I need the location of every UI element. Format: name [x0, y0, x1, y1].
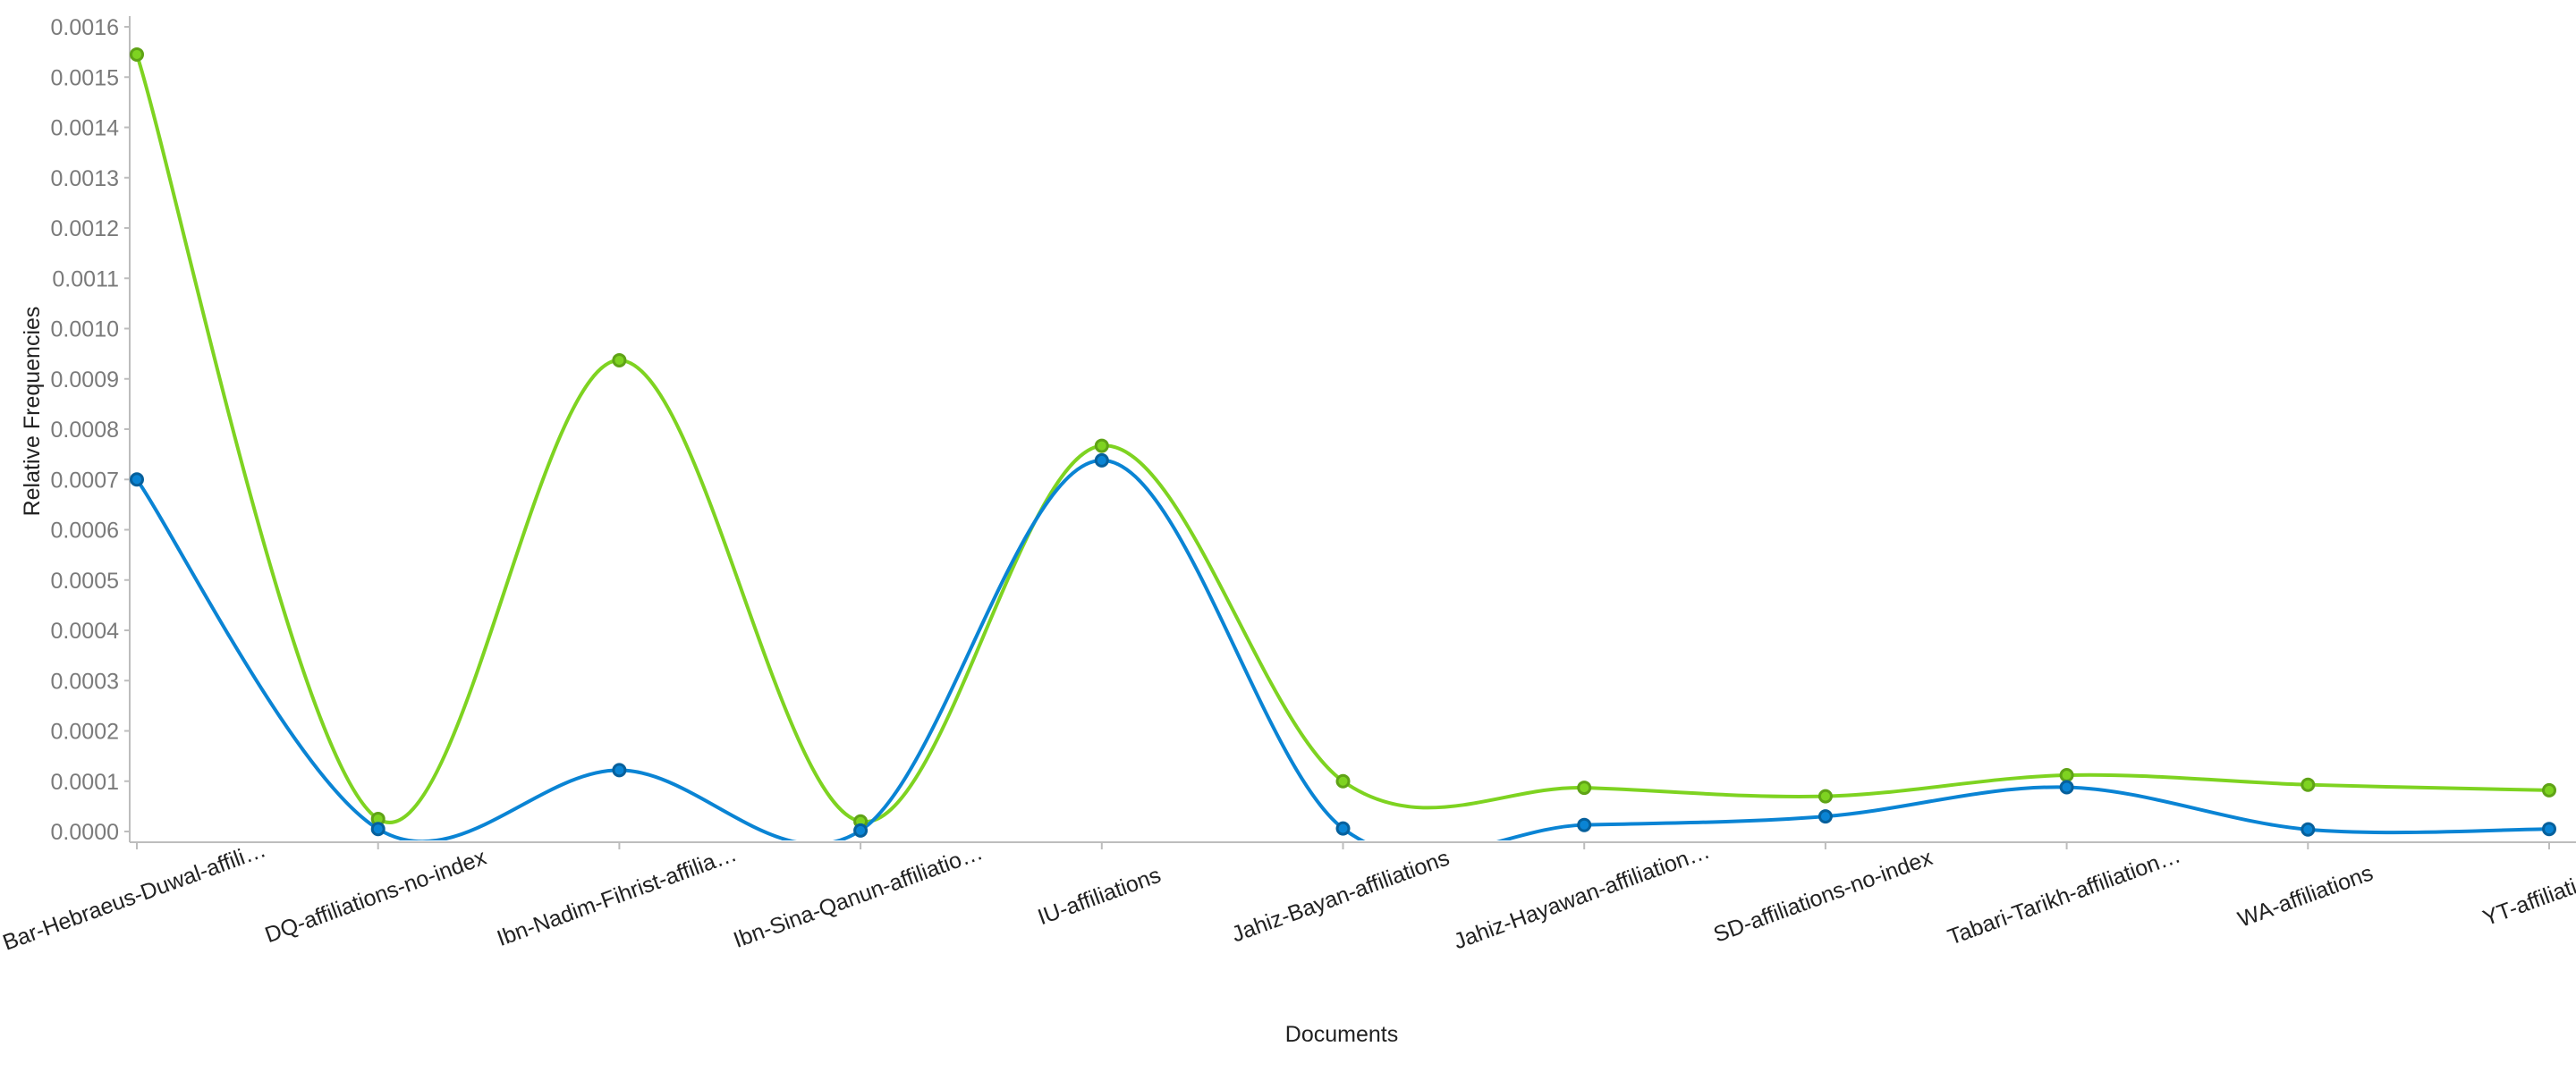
x-tick-label: IU-affiliations: [1035, 863, 1165, 931]
series-line-1: [135, 54, 2550, 824]
points-layer: [130, 46, 2556, 838]
data-point-series-1[interactable]: [2542, 782, 2556, 798]
data-point-series-0[interactable]: [2542, 822, 2556, 837]
x-tick-label: Tabari-Tarikh-affiliation…: [1945, 842, 2184, 950]
y-tick-label: 0.0001: [51, 770, 119, 795]
data-point-series-1[interactable]: [1335, 773, 1351, 789]
y-tick-label: 0.0006: [51, 519, 119, 544]
y-axis-title: Relative Frequencies: [20, 307, 45, 517]
x-tick-label: Ibn-Sina-Qanun-affiliatio…: [730, 840, 986, 953]
data-point-series-0[interactable]: [1818, 809, 1833, 824]
y-tick-label: 0.0002: [51, 720, 119, 745]
data-point-series-1[interactable]: [1094, 438, 1109, 453]
y-tick-label: 0.0015: [51, 65, 119, 90]
data-point-series-0[interactable]: [130, 472, 144, 487]
x-axis: Bar-Hebraeus-Duwal-affili…DQ-affiliation…: [0, 837, 2576, 956]
data-point-series-1[interactable]: [2301, 777, 2316, 792]
y-axis: 0.0000 0.0001 0.0002 0.0003 0.0004 0.0005 0.00…: [51, 15, 131, 845]
data-point-series-1[interactable]: [1818, 789, 1833, 804]
y-tick-label: 0.0003: [51, 669, 119, 694]
y-tick-label: 0.0014: [51, 116, 120, 141]
data-point-series-0[interactable]: [1094, 452, 1109, 468]
x-tick-label: Ibn-Nadim-Fihrist-affilia…: [494, 841, 740, 951]
x-tick-label: Jahiz-Hayawan-affiliation…: [1451, 839, 1714, 955]
y-tick-label: 0.0011: [52, 266, 119, 291]
series-layer: [135, 54, 2550, 840]
x-tick-label: Jahiz-Bayan-affiliations: [1228, 845, 1453, 947]
x-tick-label: Bar-Hebraeus-Duwal-affili…: [0, 837, 269, 956]
y-tick-label: 0.0012: [51, 216, 119, 241]
x-tick-label: WA-affiliations: [2234, 860, 2376, 932]
x-tick-label: SD-affiliations-no-index: [1710, 845, 1936, 948]
data-point-series-1[interactable]: [1577, 781, 1592, 796]
y-tick-label: 0.0009: [51, 367, 119, 393]
data-point-series-1[interactable]: [612, 352, 627, 367]
y-tick-label: 0.0005: [51, 569, 119, 594]
series-line-0: [135, 458, 2550, 840]
data-point-series-1[interactable]: [130, 46, 144, 62]
y-tick-label: 0.0013: [51, 166, 119, 191]
data-point-series-0[interactable]: [853, 823, 869, 838]
data-point-series-0[interactable]: [1335, 821, 1351, 836]
data-point-series-0[interactable]: [370, 822, 386, 837]
y-tick-label: 0.0004: [51, 619, 120, 644]
x-tick-label: YT-affiliations: [2479, 862, 2576, 931]
data-point-series-0[interactable]: [2059, 780, 2074, 795]
y-tick-label: 0.0008: [51, 418, 119, 443]
y-tick-label: 0.0000: [51, 820, 119, 845]
data-point-series-0[interactable]: [2301, 822, 2316, 837]
y-tick-label: 0.0016: [51, 15, 119, 40]
x-tick-label: DQ-affiliations-no-index: [262, 845, 490, 949]
data-point-series-1[interactable]: [2059, 768, 2074, 782]
y-tick-label: 0.0007: [51, 468, 119, 493]
y-tick-label: 0.0010: [51, 317, 119, 342]
data-point-series-0[interactable]: [1577, 817, 1592, 832]
data-point-series-0[interactable]: [612, 763, 627, 778]
x-axis-title: Documents: [1285, 1022, 1398, 1047]
